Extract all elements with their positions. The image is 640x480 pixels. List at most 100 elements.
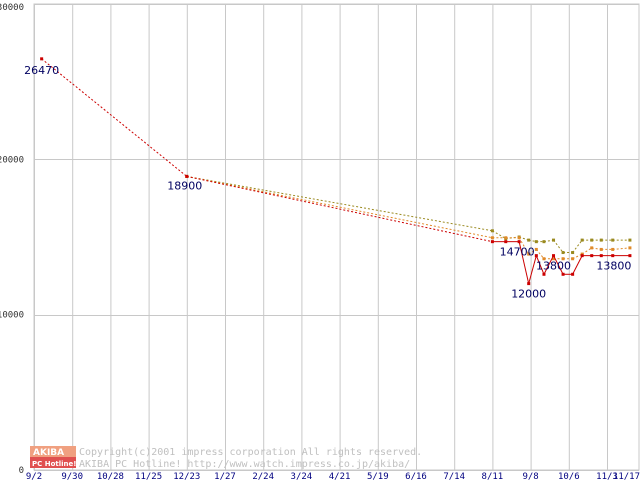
series-1-point — [611, 254, 615, 258]
series-2-point — [552, 257, 556, 261]
series-1-point — [504, 240, 508, 244]
series-1-segment — [543, 255, 554, 275]
series-1-point — [552, 254, 556, 258]
plot-frame — [33, 3, 640, 471]
series-1-point — [599, 254, 603, 258]
x-tick-label: 5/19 — [367, 472, 389, 480]
series-2-point — [561, 257, 565, 261]
series-3-segment — [505, 236, 520, 240]
series-2-point — [599, 247, 603, 251]
series-2-point — [504, 236, 508, 240]
x-tick-label: 11/3 — [596, 472, 618, 480]
series-1-point — [185, 174, 189, 178]
y-tick-label: 0 — [19, 466, 24, 476]
logo-top-text: AKIBA — [33, 448, 64, 458]
series-1-point — [590, 254, 594, 258]
x-tick-label: 12/23 — [173, 472, 200, 480]
x-tick-label: 10/28 — [97, 472, 124, 480]
series-3-segment — [492, 230, 507, 239]
series-3-segment — [553, 239, 564, 253]
series-3-point — [534, 240, 538, 244]
series-2-point — [490, 236, 494, 240]
series-1-point — [628, 254, 632, 258]
x-tick-label: 9/8 — [522, 472, 538, 480]
data-label: 13800 — [596, 260, 631, 273]
series-1-segment — [528, 255, 537, 284]
data-label: 14700 — [500, 246, 535, 259]
series-1-point — [580, 254, 584, 258]
series-3-point — [590, 238, 594, 242]
data-label: 26470 — [24, 64, 59, 77]
x-tick-label: 11/25 — [135, 472, 162, 480]
y-axis-ticks: 0 10000 20000 30000 — [0, 3, 24, 476]
series-2-segment — [572, 253, 583, 260]
series-1-segment — [41, 58, 188, 177]
series-3-segment — [543, 239, 554, 243]
logo-bottom-text: PC Hotline! — [32, 460, 76, 468]
series-1-point — [517, 240, 521, 244]
x-tick-label: 6/16 — [405, 472, 427, 480]
copyright-line: Copyright(c)2001 impress corporation All… — [79, 447, 422, 458]
series-3-point — [542, 240, 546, 244]
x-tick-label: 11/17 — [613, 472, 640, 480]
series-2-segment — [591, 247, 602, 250]
x-tick-label: 8/11 — [482, 472, 504, 480]
series-1-point — [534, 254, 538, 258]
series-1-segment — [553, 255, 564, 275]
x-tick-label: 2/24 — [252, 472, 274, 480]
series-1-segment — [572, 255, 583, 275]
series-1-segment — [186, 175, 493, 243]
series-3-point — [599, 238, 603, 242]
x-tick-label: 10/6 — [558, 472, 580, 480]
series-2-segment — [518, 237, 530, 255]
copyright-watermark: AKIBA PC Hotline! Copyright(c)2001 impre… — [30, 446, 422, 470]
series-3-point — [527, 238, 531, 242]
series-2-point — [580, 252, 584, 256]
x-tick-label: 9/30 — [61, 472, 83, 480]
data-label: 18900 — [167, 179, 202, 192]
data-label: 12000 — [511, 288, 546, 301]
series-1-segment — [518, 241, 530, 284]
x-tick-label: 9/2 — [26, 472, 42, 480]
x-tick-label: 1/27 — [214, 472, 236, 480]
chart-grid — [33, 3, 640, 471]
series-2-segment — [581, 247, 592, 255]
series-3-segment — [518, 236, 529, 241]
y-tick-label: 20000 — [0, 155, 24, 165]
x-tick-label: 4/21 — [329, 472, 351, 480]
x-tick-label: 3/24 — [291, 472, 313, 480]
series-2-point — [571, 257, 575, 261]
series-2-point — [628, 246, 632, 250]
series-2-point — [542, 257, 546, 261]
logo-bottom-block — [30, 457, 76, 468]
series-1-point — [490, 240, 494, 244]
logo-top-block — [30, 446, 76, 457]
series-2-point — [527, 252, 531, 256]
x-tick-label: 7/14 — [443, 472, 465, 480]
series-2-point — [611, 247, 615, 251]
series-3-point — [571, 251, 575, 255]
series-2-point — [517, 236, 521, 240]
y-tick-label: 10000 — [0, 311, 24, 321]
series-3-point — [552, 238, 556, 242]
series-1-point — [40, 57, 44, 61]
y-tick-label: 30000 — [0, 3, 24, 13]
series-2-point — [534, 247, 538, 251]
series-1-point — [571, 272, 575, 276]
series-1-point — [527, 282, 531, 286]
series-2-point — [590, 246, 594, 250]
series-3-point — [580, 238, 584, 242]
series-3-point — [628, 238, 632, 242]
series-2-segment — [612, 247, 630, 250]
series-1-segment — [535, 255, 545, 275]
data-label-layer: 26470 18900 14700 12000 13800 13800 — [24, 64, 631, 301]
series-1-point — [561, 272, 565, 276]
series-layer — [40, 57, 632, 286]
series-3-segment — [572, 239, 583, 253]
x-axis-ticks: 9/2 9/30 10/28 11/25 12/23 1/27 2/24 3/24 4/21 5/… — [26, 472, 640, 480]
data-label: 13800 — [536, 260, 571, 273]
series-1-point — [542, 272, 546, 276]
series-3-point — [490, 229, 494, 233]
series-3-point — [611, 238, 615, 242]
series-3-point — [561, 251, 565, 255]
